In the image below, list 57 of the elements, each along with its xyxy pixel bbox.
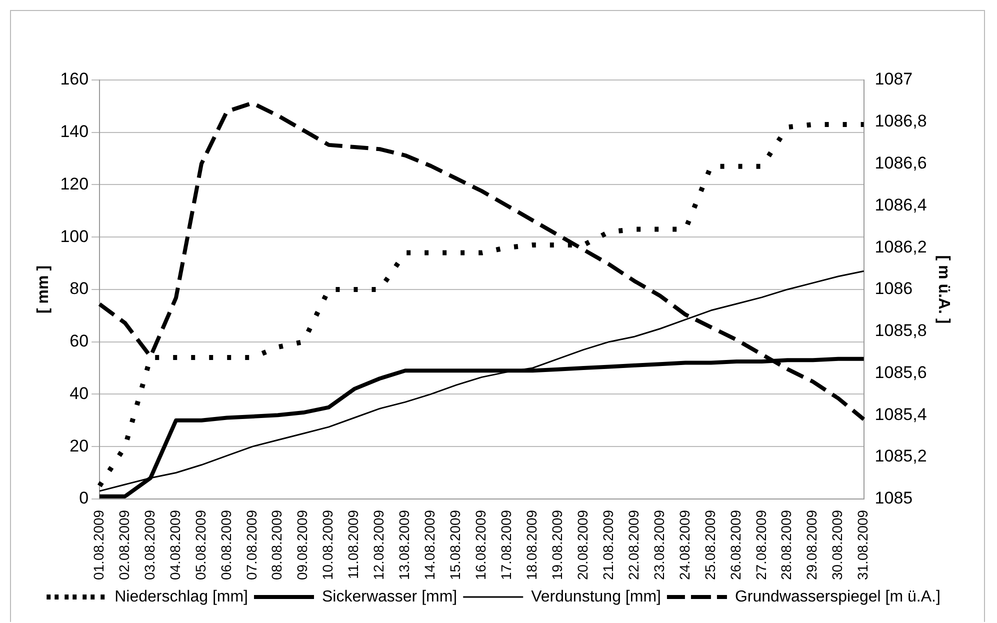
x-tick-label: 21.08.2009 [600,510,616,580]
legend-label: Niederschlag [mm] [114,588,248,606]
x-tick-label: 22.08.2009 [625,510,642,580]
y-tick-label: 40 [70,384,89,403]
x-tick-label: 31.08.2009 [854,510,871,580]
x-tick-label: 13.08.2009 [396,510,412,580]
y2-tick-label: 1085,4 [874,404,927,424]
legend-label: Grundwasserspiegel [m ü.A.] [734,588,940,606]
x-tick-label: 14.08.2009 [422,510,438,580]
x-tick-label: 09.08.2009 [294,510,310,580]
y-tick-label: 100 [60,226,89,246]
x-tick-label: 24.08.2009 [676,510,692,580]
y-tick-label: 20 [70,436,89,456]
x-tick-label: 25.08.2009 [702,510,718,580]
x-tick-label: 03.08.2009 [141,510,158,580]
y-tick-label: 120 [60,174,89,194]
x-tick-label: 16.08.2009 [472,510,489,580]
y2-tick-label: 1086,6 [874,153,927,172]
y-tick-label: 140 [60,122,89,142]
x-tick-label: 01.08.2009 [90,510,106,580]
y-tick-label: 60 [70,332,89,351]
y-axis-title: [ mm ] [35,265,52,314]
x-tick-label: 19.08.2009 [548,510,565,580]
x-tick-label: 30.08.2009 [829,510,846,580]
x-tick-label: 12.08.2009 [370,510,387,580]
x-tick-label: 23.08.2009 [650,510,667,580]
y2-tick-label: 1086,8 [874,112,927,131]
y-tick-label: 160 [60,70,89,89]
legend-label: Verdunstung [mm] [531,588,661,606]
y2-tick-label: 1085,2 [874,446,927,466]
x-tick-label: 11.08.2009 [345,510,362,579]
x-tick-label: 05.08.2009 [192,510,208,580]
y2-tick-label: 1086 [874,279,913,298]
x-tick-label: 02.08.2009 [116,510,132,580]
x-tick-label: 04.08.2009 [166,510,183,580]
x-tick-label: 15.08.2009 [447,510,464,580]
x-tick-label: 27.08.2009 [752,510,769,580]
x-tick-label: 06.08.2009 [218,510,234,580]
x-tick-label: 08.08.2009 [268,510,285,580]
x-tick-label: 18.08.2009 [523,510,540,580]
y-tick-label: 80 [70,279,89,298]
y-tick-label: 0 [79,488,89,508]
y2-tick-label: 1087 [874,70,913,89]
y2-tick-label: 1086,4 [874,195,927,214]
y2-tick-label: 1085 [874,488,913,508]
x-tick-label: 29.08.2009 [804,510,820,580]
y2-tick-label: 1085,6 [874,362,927,382]
y2-tick-label: 1086,2 [874,237,927,256]
x-tick-label: 28.08.2009 [778,510,794,580]
y2-axis-title: [ m ü.A. ] [934,255,952,324]
x-tick-label: 07.08.2009 [243,510,260,580]
x-tick-label: 10.08.2009 [320,510,336,580]
y2-tick-label: 1085,8 [874,321,927,340]
x-tick-label: 20.08.2009 [574,510,590,580]
x-tick-label: 26.08.2009 [727,510,744,580]
x-tick-label: 17.08.2009 [498,510,514,580]
legend-label: Sickerwasser [mm] [322,588,458,606]
